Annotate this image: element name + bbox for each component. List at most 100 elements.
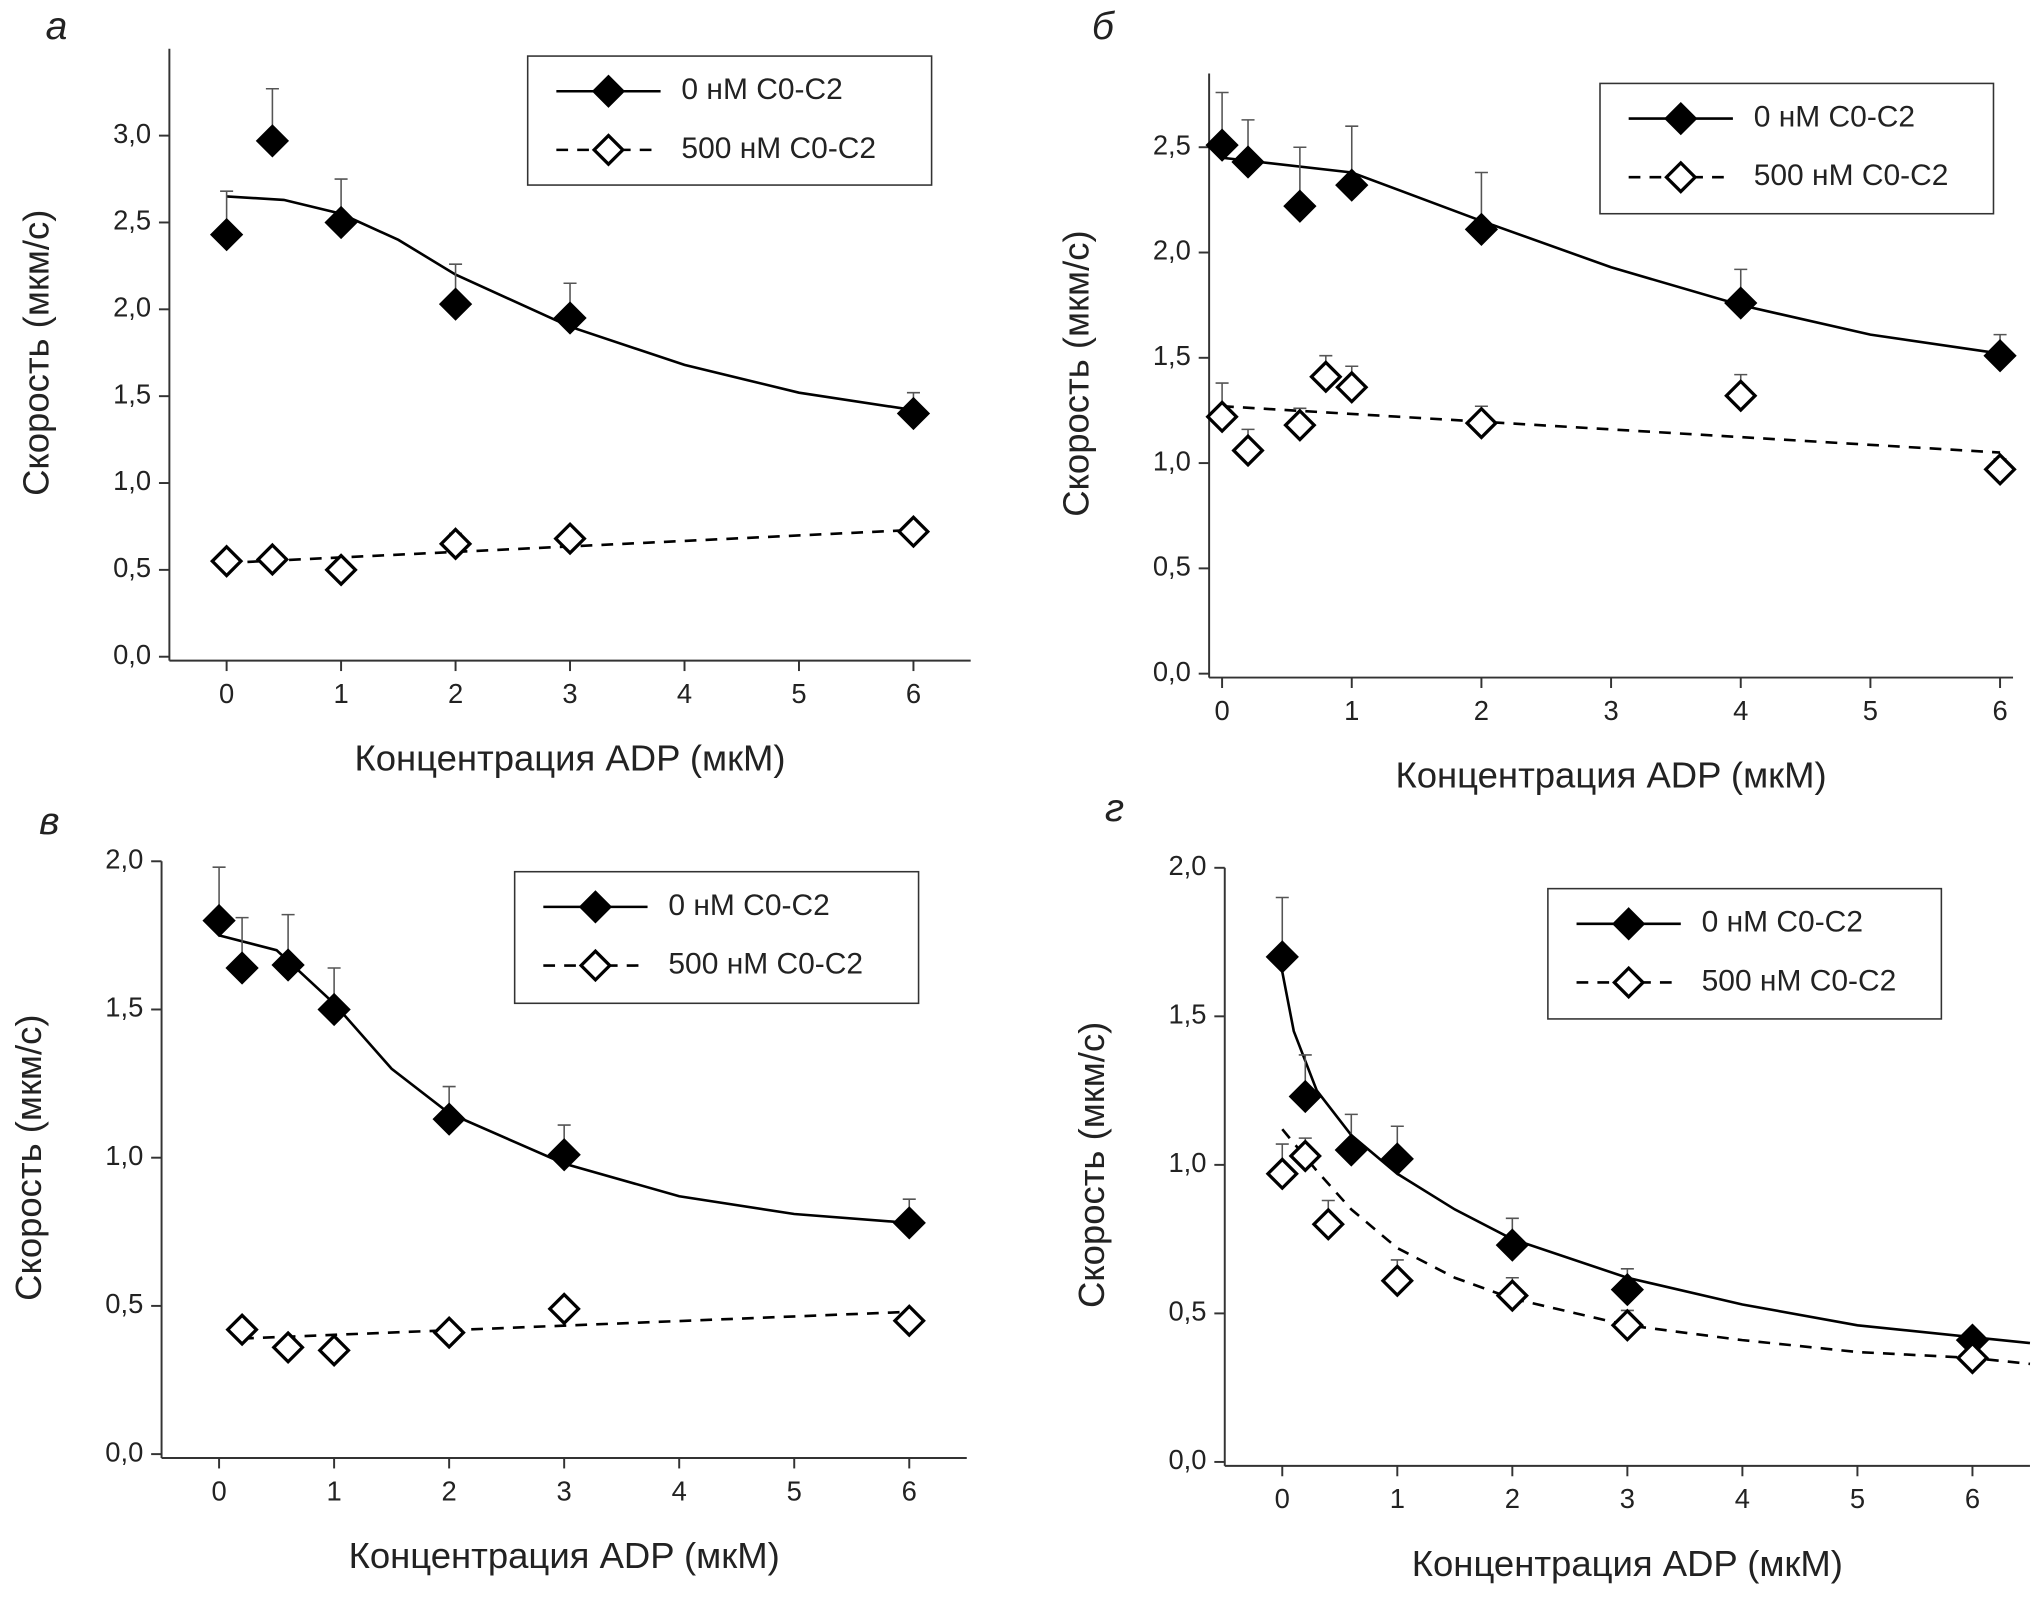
marker bbox=[202, 903, 236, 938]
legend-marker bbox=[1664, 101, 1698, 136]
marker bbox=[1311, 1207, 1345, 1241]
legend-label: 500 нМ C0-C2 bbox=[1754, 159, 1949, 192]
legend-marker bbox=[1664, 160, 1698, 194]
legend-box bbox=[1547, 887, 1943, 1020]
y-axis-label: Скорость (мкм/с) bbox=[1055, 230, 1096, 516]
marker bbox=[1724, 286, 1758, 320]
x-tick-label: 6 bbox=[902, 1475, 917, 1506]
panel: г 0,0 0,5 1,0 1,5 2,0 0 1 2 3 4 5 6 Концентрация ADP … bbox=[1071, 787, 2031, 1584]
marker bbox=[271, 1330, 305, 1365]
marker bbox=[1380, 1142, 1414, 1176]
y-tick-label: 1,5 bbox=[1168, 999, 1206, 1030]
x-tick-label: 5 bbox=[787, 1475, 802, 1506]
x-tick-label: 6 bbox=[1965, 1483, 1980, 1514]
x-tick-label: 0 bbox=[219, 678, 234, 709]
legend-label: 0 нМ C0-C2 bbox=[681, 73, 842, 106]
x-tick-label: 0 bbox=[1214, 695, 1229, 726]
x-tick-label: 1 bbox=[1344, 695, 1359, 726]
marker bbox=[1288, 1139, 1322, 1173]
x-tick-label: 1 bbox=[333, 678, 348, 709]
fit-line bbox=[1280, 971, 2031, 1345]
legend-marker bbox=[591, 133, 626, 167]
marker bbox=[225, 951, 259, 985]
fit-line bbox=[1222, 404, 2001, 454]
panel-letter: а bbox=[46, 5, 68, 48]
legend-box bbox=[513, 870, 920, 1005]
legend-marker bbox=[1612, 907, 1646, 941]
marker bbox=[317, 992, 351, 1027]
fit-line bbox=[242, 1310, 910, 1340]
marker bbox=[255, 542, 290, 577]
marker bbox=[438, 527, 473, 561]
legend-marker bbox=[1612, 965, 1646, 1000]
legend-label: 0 нМ C0-C2 bbox=[668, 889, 829, 922]
marker bbox=[209, 544, 244, 578]
x-tick-label: 4 bbox=[677, 678, 692, 709]
marker bbox=[1335, 168, 1369, 202]
marker bbox=[1205, 400, 1239, 434]
panel: а 0,0 0,5 1,0 1,5 2,0 2,5 3,0 0 1 2 3 4 5 6 Концентраци… bbox=[16, 5, 971, 779]
x-tick-label: 4 bbox=[672, 1475, 687, 1506]
y-tick-label: 0,5 bbox=[1168, 1296, 1206, 1327]
x-tick-label: 2 bbox=[448, 678, 463, 709]
x-tick-label: 5 bbox=[1850, 1483, 1865, 1514]
panel-letter: б bbox=[1092, 5, 1116, 48]
marker bbox=[547, 1138, 581, 1172]
marker bbox=[896, 515, 931, 549]
x-tick-label: 0 bbox=[211, 1475, 226, 1506]
y-tick-label: 1,5 bbox=[113, 378, 151, 409]
legend-marker bbox=[591, 74, 626, 108]
x-axis-label: Концентрация ADP (мкМ) bbox=[1396, 755, 1827, 796]
x-tick-label: 2 bbox=[1474, 695, 1489, 726]
legend-marker bbox=[578, 890, 613, 924]
y-tick-label: 1,0 bbox=[1168, 1147, 1206, 1178]
marker bbox=[1983, 452, 2017, 487]
legend-label: 500 нМ C0-C2 bbox=[668, 947, 863, 980]
marker bbox=[1265, 940, 1299, 974]
marker bbox=[255, 124, 290, 158]
y-tick-label: 0,5 bbox=[113, 552, 151, 583]
y-tick-label: 0,0 bbox=[1153, 656, 1191, 687]
x-tick-label: 3 bbox=[557, 1475, 572, 1506]
legend-label: 0 нМ C0-C2 bbox=[1702, 906, 1863, 939]
marker bbox=[1205, 128, 1239, 162]
marker bbox=[1464, 212, 1499, 246]
x-tick-label: 4 bbox=[1735, 1483, 1750, 1514]
x-axis-label: Концентрация ADP (мкМ) bbox=[349, 1535, 780, 1576]
marker bbox=[547, 1292, 581, 1326]
panel: б 0,0 0,5 1,0 1,5 2,0 2,5 0 1 2 3 4 5 6 Концентрация A… bbox=[1055, 5, 2017, 796]
x-tick-label: 2 bbox=[1505, 1483, 1520, 1514]
y-tick-label: 1,0 bbox=[113, 465, 151, 496]
y-tick-label: 0,5 bbox=[105, 1288, 143, 1319]
marker bbox=[1231, 433, 1265, 468]
marker bbox=[271, 948, 305, 982]
legend-marker bbox=[578, 948, 613, 983]
x-tick-label: 5 bbox=[791, 678, 806, 709]
marker bbox=[317, 1333, 351, 1368]
legend-label: 0 нМ C0-C2 bbox=[1754, 101, 1915, 134]
marker bbox=[896, 396, 931, 431]
marker bbox=[1610, 1308, 1644, 1342]
marker bbox=[892, 1206, 926, 1240]
x-tick-label: 0 bbox=[1275, 1483, 1290, 1514]
y-axis-label: Скорость (мкм/с) bbox=[8, 1015, 49, 1301]
marker bbox=[432, 1102, 466, 1136]
marker bbox=[209, 217, 244, 252]
marker bbox=[1334, 1133, 1368, 1167]
marker bbox=[225, 1312, 259, 1347]
x-tick-label: 3 bbox=[1603, 695, 1618, 726]
x-tick-label: 2 bbox=[442, 1475, 457, 1506]
marker bbox=[1265, 1157, 1299, 1191]
y-tick-label: 1,5 bbox=[1153, 340, 1191, 371]
x-tick-label: 6 bbox=[1992, 695, 2007, 726]
marker bbox=[553, 521, 587, 556]
x-tick-label: 1 bbox=[1390, 1483, 1405, 1514]
legend-box bbox=[1599, 82, 1995, 215]
marker bbox=[1955, 1341, 1990, 1375]
y-tick-label: 1,0 bbox=[105, 1140, 143, 1171]
panel: в 0,0 0,5 1,0 1,5 2,0 0 1 2 3 4 5 6 Концентрация ADP … bbox=[8, 800, 967, 1576]
y-tick-label: 1,5 bbox=[105, 992, 143, 1023]
legend-box bbox=[526, 55, 933, 186]
y-axis-label: Скорость (мкм/с) bbox=[16, 210, 57, 496]
marker bbox=[438, 287, 473, 321]
